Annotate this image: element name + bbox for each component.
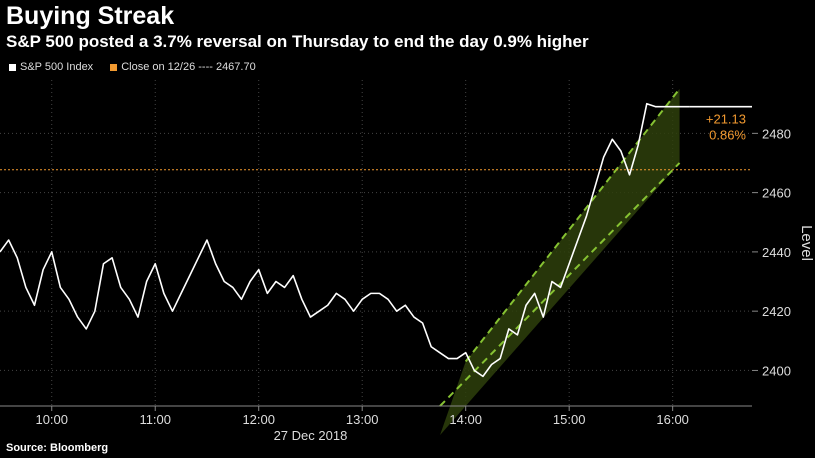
grid: [0, 80, 758, 411]
x-tick-label: 10:00: [35, 412, 68, 427]
x-tick-label: 15:00: [553, 412, 586, 427]
legend: S&P 500 Index Close on 12/26 ---- 2467.7…: [6, 61, 270, 73]
series-line-sp500[interactable]: [0, 102, 690, 378]
x-axis-label: 27 Dec 2018: [274, 428, 348, 443]
y-tick-label: 2460: [762, 186, 791, 201]
legend-swatch-series: [9, 63, 16, 71]
x-tick-label: 13:00: [346, 412, 379, 427]
y-tick-label: 2400: [762, 363, 791, 378]
legend-close-label: Close on 12/26 ---- 2467.70: [121, 61, 256, 73]
source-note: Source: Bloomberg: [6, 442, 109, 454]
legend-series-label: S&P 500 Index: [20, 61, 94, 73]
chart-title: Buying Streak: [6, 2, 175, 30]
y-tick-label: 2440: [762, 245, 791, 260]
y-axis-label: Level: [798, 225, 815, 261]
x-tick-label: 11:00: [139, 412, 171, 427]
trend-channel-lower-border: [439, 162, 681, 407]
x-tick-label: 16:00: [656, 412, 689, 427]
trend-channel-upper-border: [464, 88, 681, 363]
legend-item-series[interactable]: S&P 500 Index: [6, 61, 93, 73]
y-tick-labels: 2400 2420 2440 2460 2480: [762, 126, 791, 378]
annotation-change: +21.13: [706, 112, 746, 127]
y-tick-label: 2420: [762, 304, 791, 319]
annotation-change-pct: 0.86%: [709, 128, 746, 143]
y-tick-label: 2480: [762, 126, 791, 141]
legend-item-close[interactable]: Close on 12/26 ---- 2467.70: [107, 61, 256, 73]
legend-swatch-close: [110, 63, 118, 71]
trend-channel: [440, 88, 680, 436]
x-tick-labels: 10:00 11:00 12:00 13:00 14:00 15:00 16:00: [35, 412, 688, 427]
chart-subtitle: S&P 500 posted a 3.7% reversal on Thursd…: [6, 32, 589, 51]
x-tick-label: 12:00: [242, 412, 275, 427]
x-tick-label: 14:00: [449, 412, 482, 427]
